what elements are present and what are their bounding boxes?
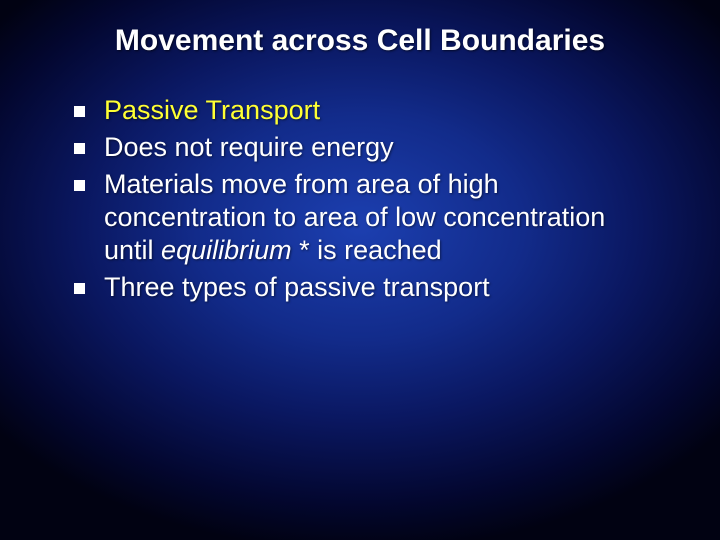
bullet-item: Passive Transport xyxy=(74,94,660,127)
slide-body: Passive Transport Does not require energ… xyxy=(74,94,660,308)
bullet-text-suffix: * is reached xyxy=(292,235,442,265)
bullet-list: Passive Transport Does not require energ… xyxy=(74,94,660,304)
bullet-item: Materials move from area of high concent… xyxy=(74,168,660,267)
bullet-item: Three types of passive transport xyxy=(74,271,660,304)
bullet-text: Does not require energy xyxy=(104,132,394,162)
bullet-text-italic: equilibrium xyxy=(161,235,292,265)
bullet-text: Three types of passive transport xyxy=(104,272,490,302)
bullet-item: Does not require energy xyxy=(74,131,660,164)
bullet-text: Passive Transport xyxy=(104,95,320,125)
slide: Movement across Cell Boundaries Passive … xyxy=(0,0,720,540)
slide-title: Movement across Cell Boundaries xyxy=(0,24,720,58)
